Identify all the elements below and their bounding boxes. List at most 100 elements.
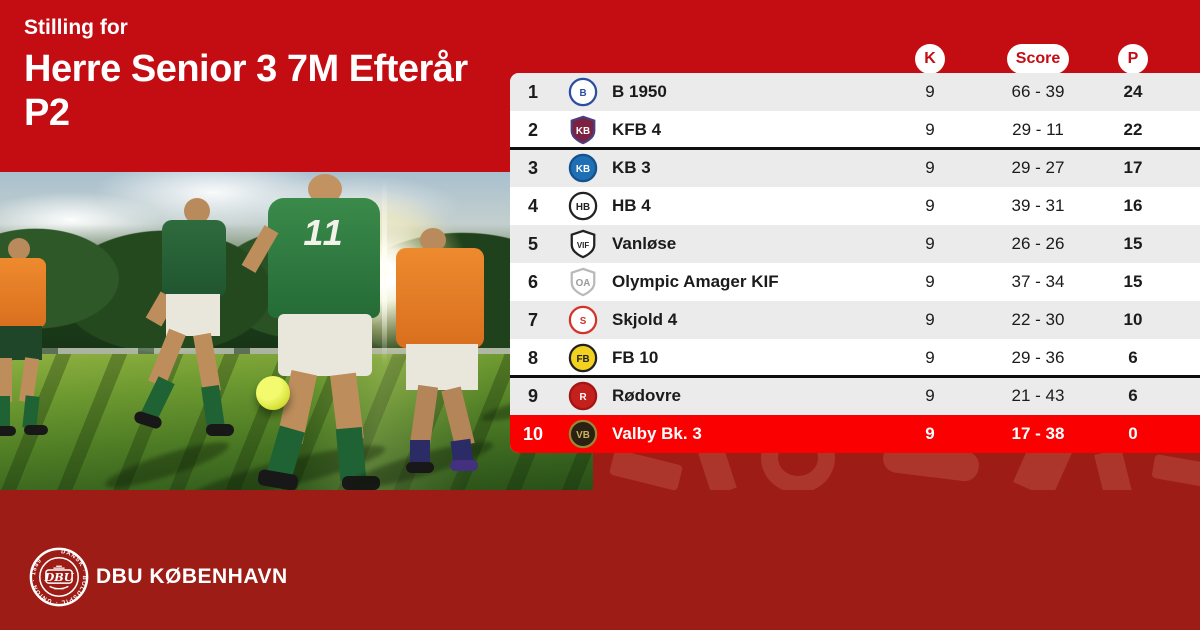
points: 17 [1123,158,1143,177]
svg-text:KB: KB [576,164,590,175]
position: 8 [527,347,538,368]
goal-score: 21 - 43 [1011,386,1065,405]
photo-player [345,228,497,490]
goal-score: 26 - 26 [1011,234,1065,253]
matches-played: 9 [925,310,935,329]
table-row: 9 R Rødovre 9 21 - 43 6 [510,377,1200,415]
matches-played: 9 [925,196,935,215]
matches-played: 9 [925,120,935,139]
jersey-number: 11 [303,212,345,253]
points: 6 [1128,348,1138,367]
position: 7 [527,309,538,330]
table-row: 6 OA Olympic Amager KIF 9 37 - 34 15 [510,263,1200,301]
svg-text:VB: VB [576,430,590,441]
crest-monogram: DBU [43,570,74,584]
football-photo: 11 [0,172,593,490]
goal-score: 22 - 30 [1011,310,1065,329]
goal-score: 37 - 34 [1011,272,1065,291]
title-block: Stilling for Herre Senior 3 7M Efterår P… [24,16,502,136]
promotion-line [510,147,1200,150]
points: 24 [1123,82,1143,101]
org-name: DBU KØBENHAVN [96,565,288,588]
matches-played: 9 [925,272,935,291]
b1950-crest: B [556,77,610,107]
svg-text:B: B [579,88,586,99]
matches-played: 9 [860,424,1000,444]
goal-score: 66 - 39 [1011,82,1065,101]
team-name: FB 10 [612,348,659,367]
team-name: KB 3 [612,158,651,177]
table-row: 3 KB KB 3 9 29 - 27 17 [510,149,1200,187]
table-row: 1 B B 1950 9 66 - 39 24 [510,73,1200,111]
matches-played: 9 [925,82,935,101]
football [256,376,290,410]
standings-table: 1 B B 1950 9 66 - 39 24 2 KB KFB 4 9 29 … [510,73,1200,453]
goal-score: 39 - 31 [1011,196,1065,215]
svg-text:R: R [579,392,586,403]
olympic-amager-crest: OA [556,267,610,297]
position: 3 [527,157,538,178]
team-name: Skjold 4 [612,310,678,329]
vanloese-crest: VIF [556,229,610,259]
dbu-crest-logo: DANSK · BOLDSPIL · UNION · 1889 DBU [29,547,89,607]
points: 0 [1076,424,1190,444]
eyebrow-text: Stilling for [24,16,128,39]
team-name: Olympic Amager KIF [612,272,779,291]
team-name: HB 4 [612,196,651,215]
photo-main-player: 11 [187,174,404,490]
table-row: 2 KB KFB 4 9 29 - 11 22 [510,111,1200,149]
goal-score: 17 - 38 [1000,424,1076,444]
points: 15 [1123,272,1143,291]
points: 16 [1123,196,1143,215]
goal-score: 29 - 36 [1011,348,1065,367]
position: 2 [527,119,538,140]
relegation-line [510,375,1200,378]
position: 5 [527,233,538,254]
fb-crest: FB [556,343,610,373]
points: 22 [1123,120,1143,139]
matches-played: 9 [925,386,935,405]
position: 10 [510,423,556,445]
position: 6 [527,271,538,292]
hb-crest: HB [556,191,610,221]
points: 10 [1123,310,1143,329]
table-row: 5 VIF Vanløse 9 26 - 26 15 [510,225,1200,263]
dbu-watermark [593,453,1200,490]
column-header-matches: K [915,44,945,74]
sun-ray [382,180,387,366]
team-name: Rødovre [612,386,681,405]
position: 1 [527,81,538,102]
roedovre-crest: R [556,381,610,411]
team-name: B 1950 [612,82,667,101]
skjold-crest: S [556,305,610,335]
column-header-score: Score [1007,44,1069,74]
table-row: 7 S Skjold 4 9 22 - 30 10 [510,301,1200,339]
page-title: Herre Senior 3 7M Efterår P2 [24,48,468,135]
points: 15 [1123,234,1143,253]
kb-crest: KB [556,153,610,183]
team-name: Valby Bk. 3 [610,424,860,444]
svg-text:HB: HB [576,202,590,213]
matches-played: 9 [925,158,935,177]
kfb-crest: KB [556,115,610,145]
svg-text:KB: KB [576,126,590,137]
table-row: 4 HB HB 4 9 39 - 31 16 [510,187,1200,225]
team-name: KFB 4 [612,120,662,139]
svg-text:S: S [580,316,587,327]
position: 4 [527,195,538,216]
goal-score: 29 - 27 [1011,158,1065,177]
goal-score: 29 - 11 [1012,120,1064,139]
table-row: 10 VB Valby Bk. 3 9 17 - 38 0 [510,415,1200,453]
matches-played: 9 [925,234,935,253]
points: 6 [1128,386,1138,405]
column-header-points: P [1118,44,1148,74]
position: 9 [527,385,538,406]
table-row: 8 FB FB 10 9 29 - 36 6 [510,339,1200,377]
valby-crest: VB [556,419,610,449]
team-name: Vanløse [612,234,677,253]
svg-text:OA: OA [576,278,591,289]
photo-player [0,238,52,438]
svg-text:VIF: VIF [577,241,590,250]
matches-played: 9 [925,348,935,367]
